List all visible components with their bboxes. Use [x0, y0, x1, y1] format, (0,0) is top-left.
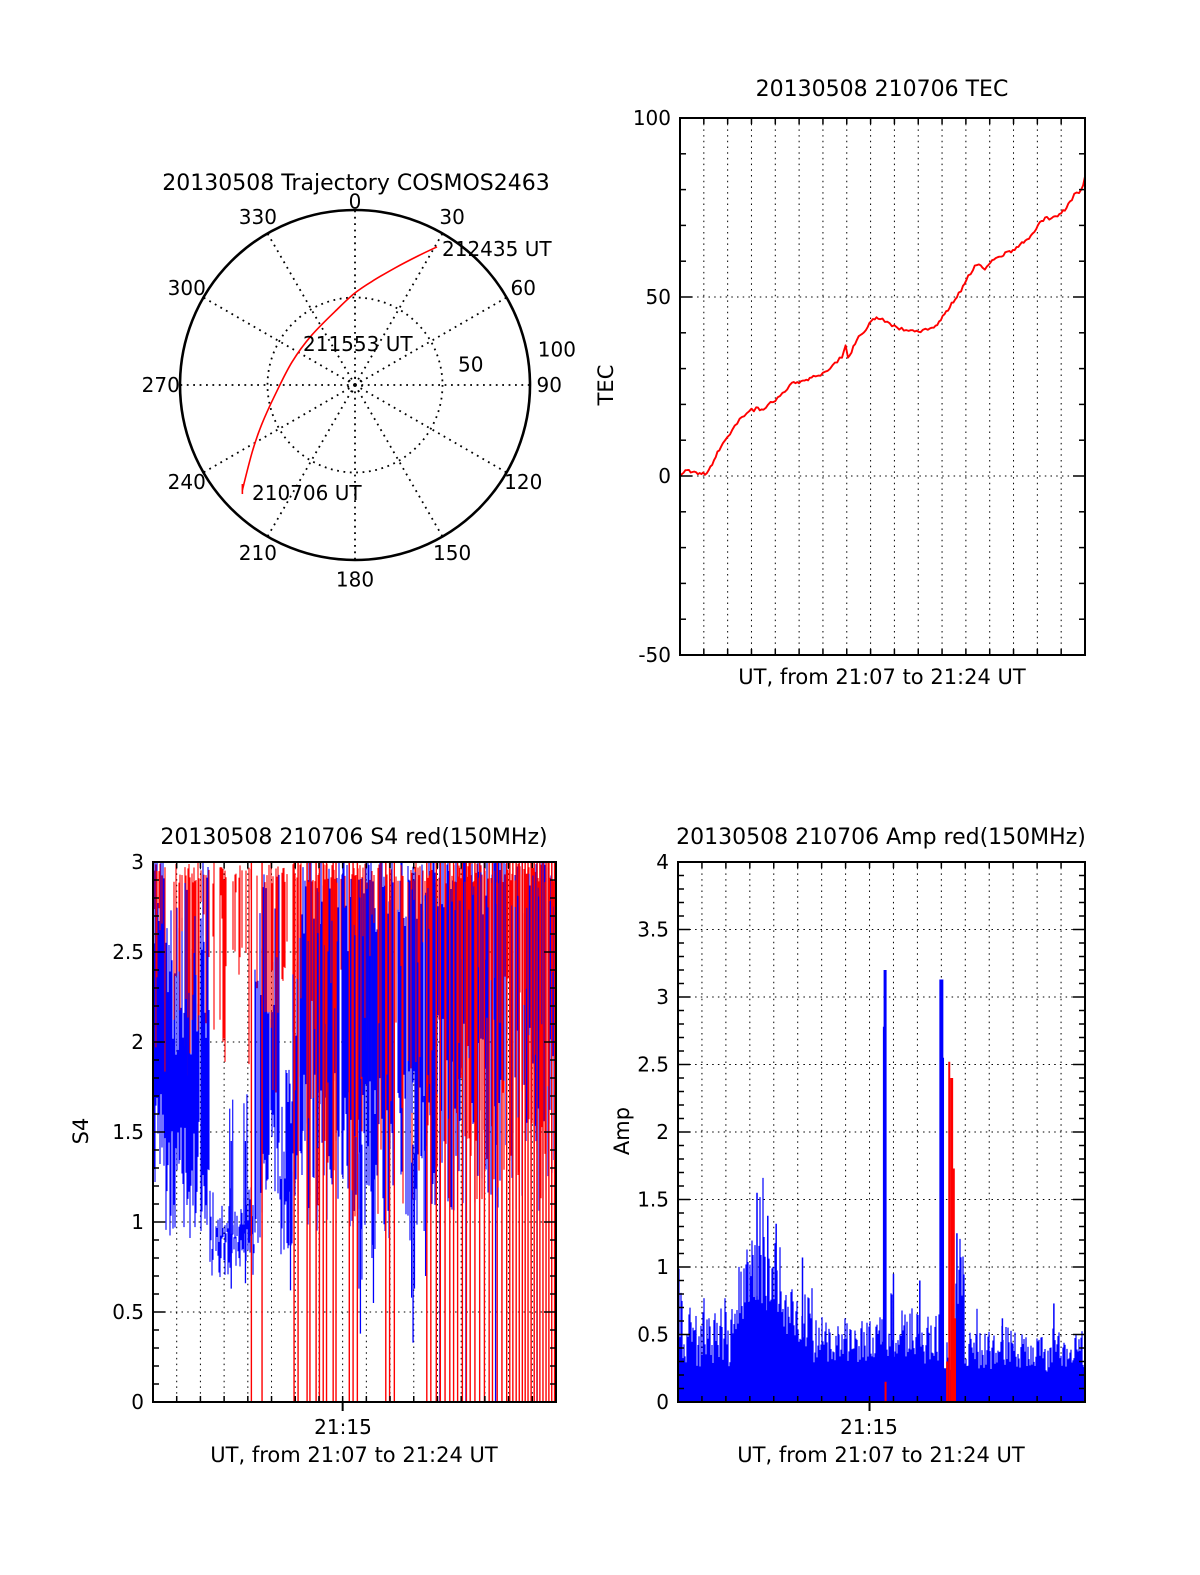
- y-tick-label: 0: [656, 1390, 669, 1414]
- trajectory-annotation: 211553 UT: [303, 332, 413, 356]
- tec-plot: 100 50 0 -50 20130508 210706 TEC TEC UT, fr…: [594, 77, 1086, 689]
- tec-axes: 100 50 0 -50: [633, 106, 1086, 667]
- s4-xtick-label: 21:15: [314, 1415, 372, 1439]
- amp-title: 20130508 210706 Amp red(150MHz): [676, 825, 1086, 850]
- amp-noise: [678, 970, 1085, 1402]
- tec-xlabel: UT, from 21:07 to 21:24 UT: [738, 665, 1026, 689]
- azimuth-label: 240: [168, 470, 206, 494]
- y-tick-label: 4: [656, 850, 669, 874]
- s4-noise: [153, 862, 556, 1401]
- s4-plot: 3 2.5 2 1.5 1 0.5 0 20130508 210706 S4 red(150…: [69, 825, 557, 1467]
- azimuth-label: 150: [433, 541, 471, 565]
- y-tick-label: 2.5: [637, 1053, 669, 1077]
- trajectory-annotation: 212435 UT: [442, 237, 552, 261]
- azimuth-label: 30: [439, 205, 464, 229]
- polar-tick-labels: 0 30 60 90 120 150 180 210 240 270 300 330 50 100: [142, 189, 576, 591]
- y-tick-label: 2: [656, 1120, 669, 1144]
- s4-title: 20130508 210706 S4 red(150MHz): [160, 825, 547, 850]
- y-tick-label: -50: [638, 643, 671, 667]
- tec-curve: [679, 176, 1086, 477]
- amp-axes: 4 3.5 3 2.5 2 1.5 1 0.5 0: [637, 850, 1086, 1414]
- radial-label: 50: [458, 353, 483, 377]
- tec-line: [679, 176, 1086, 477]
- azimuth-label: 180: [336, 567, 374, 591]
- amp-ylabel: Amp: [610, 1107, 634, 1155]
- tec-title: 20130508 210706 TEC: [756, 77, 1009, 102]
- azimuth-label: 120: [504, 470, 542, 494]
- s4-xlabel: UT, from 21:07 to 21:24 UT: [210, 1443, 498, 1467]
- tec-ylabel: TEC: [594, 365, 618, 407]
- amp-xlabel: UT, from 21:07 to 21:24 UT: [737, 1443, 1025, 1467]
- trajectory-path: [241, 246, 438, 491]
- trajectory-annotation: 210706 UT: [252, 481, 362, 505]
- y-tick-label: 0.5: [112, 1300, 144, 1324]
- radial-label: 100: [538, 337, 576, 361]
- y-tick-label: 1: [131, 1210, 144, 1234]
- y-tick-label: 2.5: [112, 940, 144, 964]
- polar-title: 20130508 Trajectory COSMOS2463: [162, 171, 549, 196]
- polar-plot: 0 30 60 90 120 150 180 210 240 270 300 330 50 100 212…: [142, 171, 576, 591]
- azimuth-label: 60: [510, 276, 535, 300]
- y-tick-label: 3: [656, 985, 669, 1009]
- y-tick-label: 0: [658, 464, 671, 488]
- tec-grid: [680, 118, 1085, 655]
- azimuth-label: 270: [142, 373, 180, 397]
- y-tick-label: 1.5: [112, 1120, 144, 1144]
- trajectory-annotations: 212435 UT 211553 UT 210706 UT: [252, 237, 552, 505]
- y-tick-label: 1: [656, 1255, 669, 1279]
- y-tick-label: 3: [131, 850, 144, 874]
- azimuth-label: 300: [168, 276, 206, 300]
- s4-axes: 3 2.5 2 1.5 1 0.5 0: [112, 850, 557, 1414]
- y-tick-label: 0.5: [637, 1323, 669, 1347]
- amp-plot: 4 3.5 3 2.5 2 1.5 1 0.5 0 20130508 210706 Amp re…: [610, 825, 1086, 1467]
- polar-grid: [178, 208, 532, 562]
- amp-xtick-label: 21:15: [840, 1415, 898, 1439]
- y-tick-label: 1.5: [637, 1188, 669, 1212]
- azimuth-label: 210: [239, 541, 277, 565]
- azimuth-label: 0: [349, 189, 362, 213]
- y-tick-label: 0: [131, 1390, 144, 1414]
- y-tick-label: 100: [633, 106, 671, 130]
- y-tick-label: 3.5: [637, 918, 669, 942]
- s4-ylabel: S4: [69, 1118, 93, 1145]
- azimuth-label: 90: [537, 373, 562, 397]
- azimuth-label: 330: [239, 205, 277, 229]
- y-tick-label: 2: [131, 1030, 144, 1054]
- y-tick-label: 50: [646, 285, 671, 309]
